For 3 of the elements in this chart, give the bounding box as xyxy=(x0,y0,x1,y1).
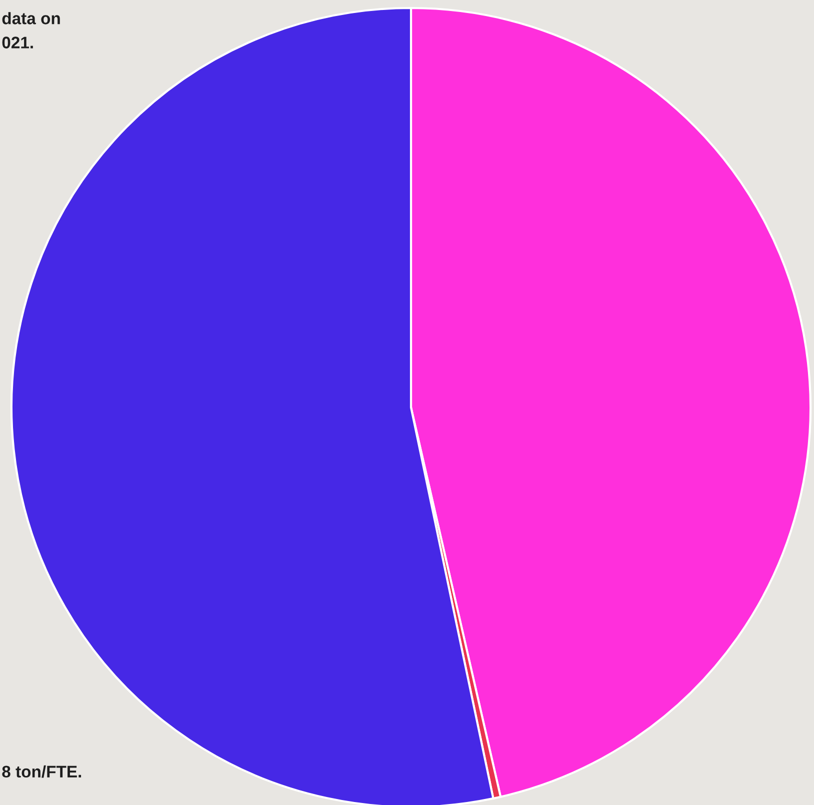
text: 021. xyxy=(2,36,33,48)
text: 8 ton/FTE. xyxy=(2,765,82,778)
text: data on xyxy=(2,12,60,24)
